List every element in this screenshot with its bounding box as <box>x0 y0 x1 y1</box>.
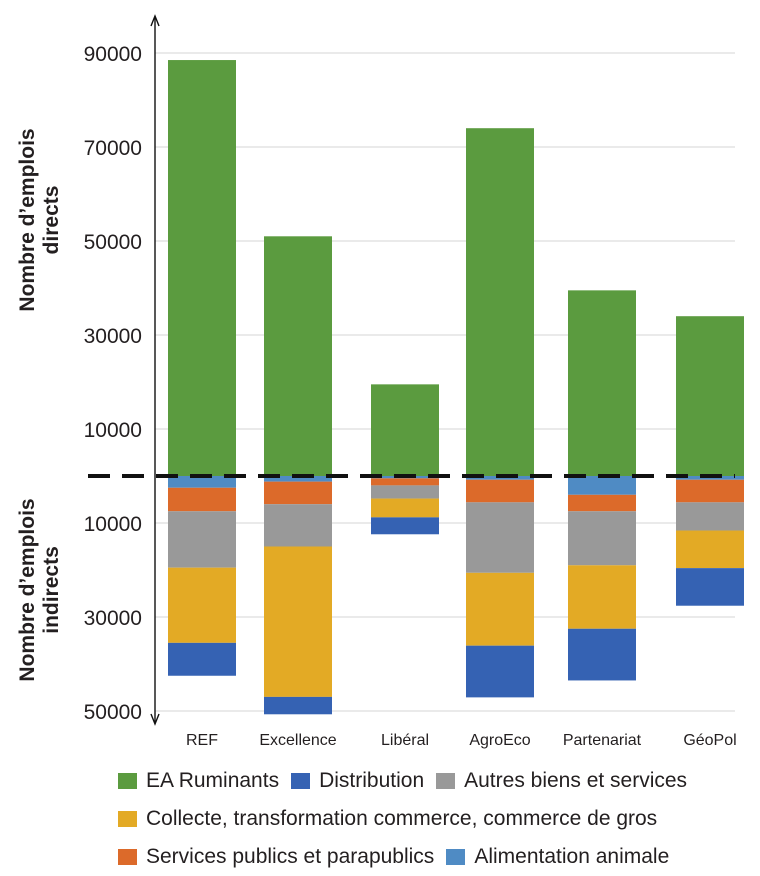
legend-label: Services publics et parapublics <box>146 845 435 868</box>
legend-label: Alimentation animale <box>474 845 670 868</box>
y-axis-label-indirect: Nombre d’emploisindirects <box>16 498 63 681</box>
x-tick-label: Partenariat <box>563 732 642 749</box>
bar-segment <box>371 498 439 518</box>
legend: EA Ruminants Distribution Autres biens et … <box>118 762 758 876</box>
bar-segment <box>676 316 744 476</box>
bar-segment <box>568 565 636 629</box>
bar-segment <box>568 628 636 681</box>
bar-segment <box>466 128 534 476</box>
bar-segment <box>466 572 534 646</box>
legend-row: Collecte, transformation commerce, comme… <box>118 800 758 838</box>
x-tick-label: Libéral <box>381 732 429 749</box>
legend-item: Autres biens et services <box>436 769 687 793</box>
bar-segment <box>371 478 439 486</box>
bar-segment <box>568 494 636 512</box>
bar-segment <box>676 530 744 569</box>
bar-segment <box>168 487 236 512</box>
legend-row: EA Ruminants Distribution Autres biens et … <box>118 762 758 800</box>
legend-swatch <box>118 849 137 865</box>
axes <box>88 14 735 726</box>
x-tick-label: REF <box>186 732 218 749</box>
bar-segment <box>371 517 439 535</box>
tick-labels: 90000 70000 50000 30000 10000 10000 30000 50000… <box>84 43 737 749</box>
y-axis-arrow-down <box>150 713 160 726</box>
y-axis-arrow-up <box>150 14 160 27</box>
legend-label: Collecte, transformation commerce, comme… <box>146 807 658 830</box>
x-tick-label: AgroEco <box>469 732 530 749</box>
legend-row: Services publics et parapublics Alimentat… <box>118 838 758 876</box>
bar-segment <box>264 236 332 476</box>
y-axis-label-direct: Nombre d’emploisdirects <box>16 128 63 311</box>
legend-item: Services publics et parapublics <box>118 845 434 869</box>
legend-item: EA Ruminants <box>118 769 279 793</box>
bar-segment <box>371 485 439 499</box>
legend-item: Distribution <box>291 769 424 793</box>
y-tick-label: 90000 <box>84 43 142 66</box>
legend-swatch <box>446 849 466 865</box>
bar-segment <box>168 476 236 488</box>
legend-swatch <box>436 773 456 789</box>
bar-segment <box>168 60 236 477</box>
y-tick-label: 70000 <box>84 137 142 160</box>
y-tick-label: 50000 <box>84 701 142 724</box>
y-tick-label: 30000 <box>84 325 142 348</box>
x-tick-label: Excellence <box>259 732 336 749</box>
x-tick-label: GéoPol <box>683 732 736 749</box>
bar-segment <box>568 290 636 476</box>
bar-segment <box>568 511 636 566</box>
legend-label: Distribution <box>319 769 425 792</box>
bar-segment <box>371 384 439 476</box>
y-tick-label: 10000 <box>84 419 142 442</box>
y-tick-label: 10000 <box>84 513 142 536</box>
legend-swatch <box>291 773 311 789</box>
gridlines <box>155 52 735 712</box>
bar-segment <box>466 479 534 503</box>
legend-swatch <box>118 811 137 827</box>
bar-segment <box>676 502 744 531</box>
legend-label: EA Ruminants <box>146 769 280 792</box>
legend-item: Alimentation animale <box>446 845 669 869</box>
bar-segment <box>264 504 332 547</box>
bar-segment <box>168 642 236 676</box>
bar-segment <box>168 511 236 568</box>
bar-segment <box>264 546 332 697</box>
bar-segment <box>264 481 332 505</box>
chart: 90000 70000 50000 30000 10000 10000 30000 50000… <box>16 14 744 749</box>
bar-segment <box>466 502 534 573</box>
legend-item: Collecte, transformation commerce, comme… <box>118 807 657 831</box>
bar-segment <box>264 476 332 482</box>
bar-segment <box>466 645 534 698</box>
y-tick-label: 50000 <box>84 231 142 254</box>
bar-segment <box>264 696 332 715</box>
bar-segment <box>676 568 744 606</box>
bars <box>168 60 744 715</box>
bar-segment <box>168 567 236 643</box>
bar-segment <box>568 476 636 495</box>
legend-swatch <box>118 773 137 789</box>
bar-segment <box>676 479 744 503</box>
legend-label: Autres biens et services <box>464 769 688 792</box>
y-tick-label: 30000 <box>84 607 142 630</box>
